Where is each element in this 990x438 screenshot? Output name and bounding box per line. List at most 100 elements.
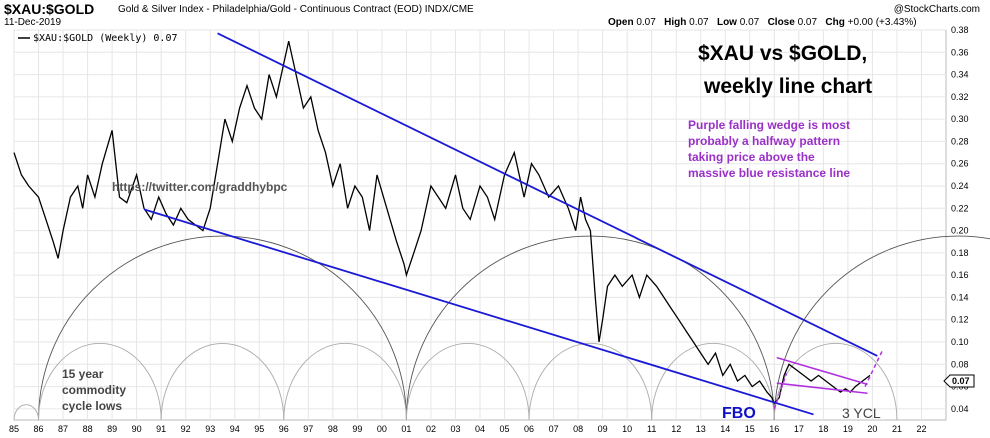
low-label: Low	[716, 17, 737, 28]
y-tick-label: 0.14	[951, 292, 969, 302]
x-tick-label: 02	[426, 424, 436, 434]
cycle-arc-small	[773, 343, 898, 421]
x-tick-label: 21	[892, 424, 902, 434]
y-tick-label: 0.16	[951, 270, 969, 280]
open-label: Open	[608, 17, 634, 28]
cycle-arc-large	[38, 235, 407, 421]
x-tick-label: 04	[475, 424, 485, 434]
cycle-note-line1: 15 year	[62, 367, 104, 381]
twitter-url: https://twitter.com/graddhybpc	[112, 180, 288, 194]
fbo-label: FBO	[722, 405, 756, 422]
y-tick-label: 0.32	[951, 92, 969, 102]
x-tick-label: 97	[303, 424, 313, 434]
x-tick-label: 10	[622, 424, 632, 434]
x-tick-label: 86	[34, 424, 44, 434]
close-label: Close	[767, 17, 795, 28]
last-value-tag-text: 0.07	[952, 376, 970, 386]
x-tick-label: 85	[9, 424, 19, 434]
cycle-arc-small	[528, 343, 653, 421]
wedge-note-line4: massive blue resistance line	[688, 166, 850, 180]
x-tick-label: 91	[156, 424, 166, 434]
x-axis: 85 86 87 88 89 90 91 92 93 94 95 96 97 98 99 00 01 02 03 04…	[9, 424, 926, 434]
x-tick-label: 12	[671, 424, 681, 434]
wedge-note-line3: taking price above the	[688, 150, 815, 164]
y-tick-label: 0.38	[951, 25, 969, 35]
wedge-upper-line	[776, 356, 868, 386]
x-tick-label: 94	[230, 424, 240, 434]
symbol-description: Gold & Silver Index - Philadelphia/Gold …	[118, 4, 474, 15]
x-tick-label: 20	[867, 424, 877, 434]
x-tick-label: 03	[450, 424, 460, 434]
cycle-arc-large	[773, 235, 990, 421]
y-tick-label: 0.36	[951, 47, 969, 57]
x-tick-label: 13	[696, 424, 706, 434]
wedge-breakout-dash-left	[773, 372, 788, 410]
cycle-arc-small	[160, 343, 285, 421]
open-value: 0.07	[636, 17, 656, 28]
cycle-arc-small	[283, 342, 407, 421]
y-axis: 0.040.060.080.100.120.140.160.180.200.22…	[951, 25, 969, 414]
y-tick-label: 0.28	[951, 136, 969, 146]
y-tick-label: 0.30	[951, 114, 969, 124]
chart-header: $XAU:$GOLD Gold & Silver Index - Philade…	[0, 0, 990, 30]
cycle-arcs	[13, 235, 990, 421]
y-tick-label: 0.10	[951, 337, 969, 347]
x-tick-label: 09	[598, 424, 608, 434]
x-tick-label: 18	[818, 424, 828, 434]
x-tick-label: 98	[328, 424, 338, 434]
x-tick-label: 07	[549, 424, 559, 434]
x-tick-label: 11	[647, 424, 656, 434]
wedge-note-line2: probably a halfway pattern	[688, 134, 840, 148]
y-tick-label: 0.22	[951, 203, 969, 213]
x-tick-label: 14	[720, 424, 730, 434]
cycle-arc-small	[651, 342, 775, 421]
y-tick-label: 0.18	[951, 248, 969, 258]
x-tick-label: 00	[377, 424, 387, 434]
x-tick-label: 17	[794, 424, 804, 434]
x-tick-label: 87	[58, 424, 68, 434]
resistance-trendline	[217, 32, 878, 357]
x-tick-label: 88	[83, 424, 93, 434]
x-tick-label: 22	[916, 424, 926, 434]
annotation-title-line1: $XAU vs $GOLD,	[698, 42, 867, 65]
chg-label: Chg	[825, 17, 845, 28]
close-value: 0.07	[797, 17, 818, 28]
chg-value: +0.00 (+3.43%)	[847, 17, 917, 28]
y-tick-label: 0.20	[951, 226, 969, 236]
wedge-note-line1: Purple falling wedge is most	[688, 118, 850, 132]
x-tick-label: 15	[745, 424, 755, 434]
y-tick-label: 0.12	[951, 315, 969, 325]
x-tick-label: 96	[279, 424, 289, 434]
y-tick-label: 0.24	[951, 181, 969, 191]
price-series-line	[13, 40, 871, 405]
cycle-note-line2: commodity	[62, 383, 126, 397]
grid	[13, 29, 946, 420]
x-tick-label: 06	[524, 424, 534, 434]
x-tick-label: 16	[769, 424, 779, 434]
x-tick-label: 01	[401, 424, 411, 434]
x-tick-label: 93	[205, 424, 215, 434]
cycle-arc-small	[13, 404, 39, 421]
y-tick-label: 0.26	[951, 159, 969, 169]
y-tick-label: 0.04	[951, 404, 969, 414]
last-value-tag-box	[943, 374, 975, 388]
x-tick-label: 08	[573, 424, 583, 434]
high-value: 0.07	[689, 17, 709, 28]
x-tick-label: 95	[254, 424, 264, 434]
cycle-arc-small	[405, 342, 530, 421]
support-trendline	[143, 208, 814, 416]
ohlc-readout: Open 0.07 High 0.07 Low 0.07 Close 0.07 …	[608, 17, 917, 28]
x-tick-label: 90	[132, 424, 142, 434]
legend-entry: $XAU:$GOLD (Weekly) 0.07	[33, 33, 178, 44]
annotation-title-line2: weekly line chart	[703, 75, 872, 98]
stockcharts-brand: @StockCharts.com	[893, 4, 980, 15]
symbol-title: $XAU:$GOLD	[4, 1, 95, 17]
x-tick-label: 19	[843, 424, 853, 434]
x-tick-label: 92	[181, 424, 191, 434]
x-tick-label: 89	[107, 424, 117, 434]
low-value: 0.07	[739, 17, 760, 28]
cycle-arc-large	[405, 235, 775, 421]
cycle-arc-small	[38, 342, 162, 421]
y-tick-label: 0.34	[951, 70, 969, 80]
